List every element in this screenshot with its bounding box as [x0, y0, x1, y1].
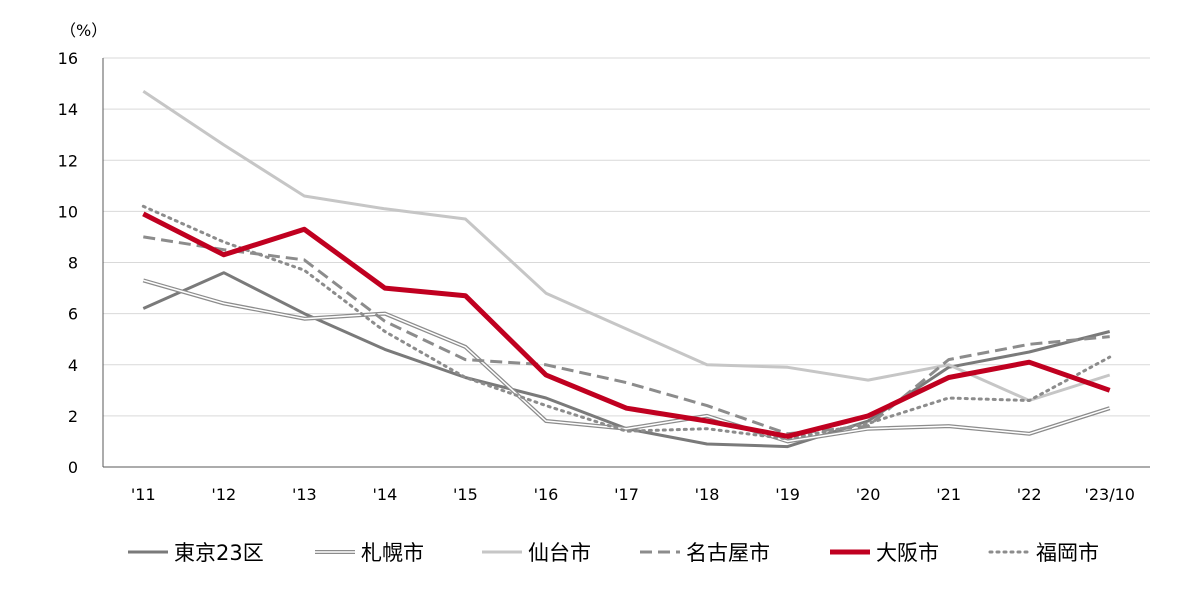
x-tick-label: '19: [775, 485, 800, 504]
legend-label: 仙台市: [528, 541, 591, 565]
x-tick-label: '21: [936, 485, 961, 504]
legend-item: 名古屋市: [640, 541, 770, 565]
gridlines: [103, 57, 1150, 417]
x-tick-label: '20: [856, 485, 881, 504]
legend-label: 東京23区: [174, 541, 264, 565]
x-tick-label: '11: [131, 485, 156, 504]
x-tick-label: '16: [534, 485, 559, 504]
y-axis-unit-label: （%）: [60, 21, 107, 40]
series-line-3: [143, 235, 1110, 436]
y-tick-label: 6: [68, 305, 78, 324]
legend-item: 仙台市: [482, 541, 591, 565]
series-line-1-inner: [143, 279, 1110, 443]
x-tick-label: '17: [614, 485, 639, 504]
legend-item: 大阪市: [830, 541, 939, 565]
y-tick-label: 16: [58, 49, 78, 68]
y-tick-label: 4: [68, 356, 78, 375]
y-tick-label: 0: [68, 458, 78, 477]
y-tick-label: 14: [58, 100, 78, 119]
series-line-4: [142, 211, 1111, 439]
y-tick-label: 12: [58, 151, 78, 170]
x-tick-label: '22: [1017, 485, 1042, 504]
x-tick-label: '13: [292, 485, 317, 504]
legend-label: 福岡市: [1036, 541, 1099, 565]
legend: 東京23区 札幌市 仙台市 名古屋市 大阪市 福岡市: [128, 541, 1099, 565]
series-line-2: [142, 89, 1111, 402]
legend-label: 札幌市: [361, 541, 424, 565]
series-line-5: [141, 204, 1112, 441]
x-tick-label: '14: [373, 485, 398, 504]
legend-item: 東京23区: [128, 541, 264, 565]
series-lines: [141, 89, 1112, 449]
x-tick-label: '15: [453, 485, 478, 504]
x-tick-label: '18: [695, 485, 720, 504]
legend-item: 札幌市: [315, 541, 424, 565]
legend-item: 福岡市: [988, 541, 1099, 565]
legend-label: 大阪市: [876, 541, 939, 565]
y-tick-label: 10: [58, 202, 78, 221]
series-line-0: [142, 271, 1111, 449]
y-tick-label: 2: [68, 407, 78, 426]
x-tick-label: '12: [211, 485, 236, 504]
y-tick-label: 8: [68, 254, 78, 273]
x-tick-label: '23/10: [1084, 485, 1135, 504]
axes: 0 2 4 6 8 10 12 14 16 '11 '12 '13 '14 '15 '16 '17 '18 '19…: [58, 49, 1150, 504]
legend-label: 名古屋市: [686, 541, 770, 565]
